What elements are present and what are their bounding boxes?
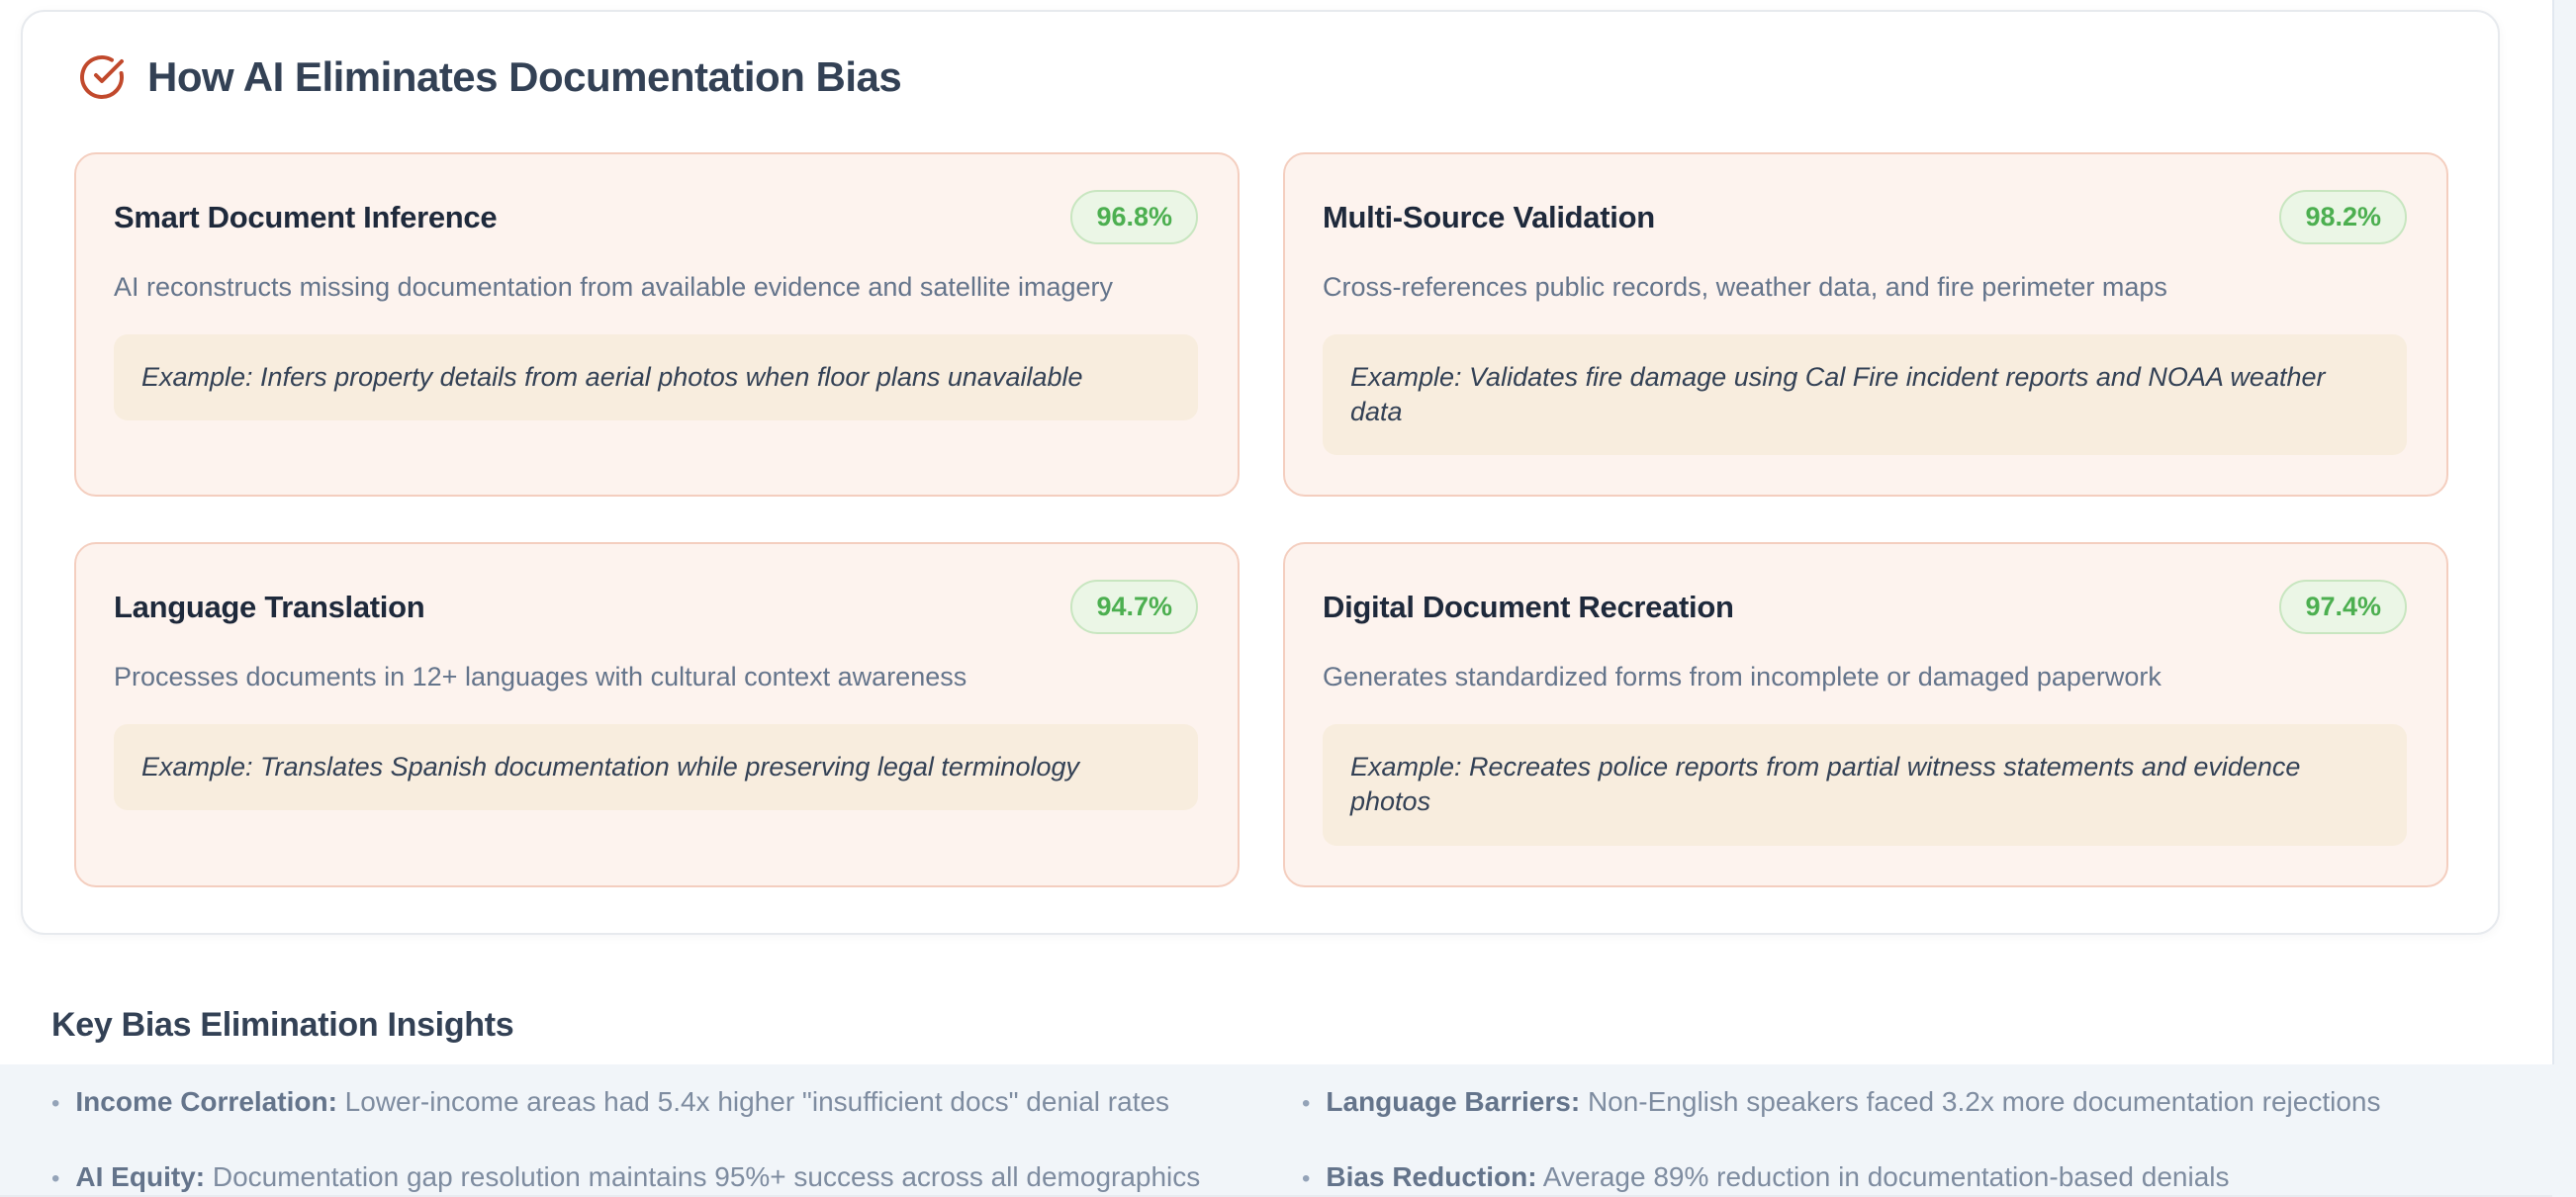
card-title: Multi-Source Validation	[1323, 199, 1655, 234]
card-title: Digital Document Recreation	[1323, 589, 1734, 624]
insight-text: Average 89% reduction in documentation-b…	[1542, 1160, 2230, 1192]
card-title: Smart Document Inference	[114, 199, 498, 234]
feature-card-language-translation: Language Translation 94.7% Processes doc…	[74, 542, 1240, 887]
card-description: AI reconstructs missing documentation fr…	[114, 272, 1113, 302]
insight-content: Income Correlation: Lower-income areas h…	[75, 1084, 1169, 1120]
insights-heading: Key Bias Elimination Insights	[51, 1005, 514, 1044]
panel-header: How AI Eliminates Documentation Bias	[78, 53, 2448, 101]
card-description: Cross-references public records, weather…	[1323, 272, 2167, 302]
insight-income-correlation: • Income Correlation: Lower-income areas…	[51, 1084, 1242, 1120]
insight-label: Income Correlation:	[75, 1085, 337, 1117]
page-title: How AI Eliminates Documentation Bias	[147, 53, 902, 100]
feature-card-multi-source-validation: Multi-Source Validation 98.2% Cross-refe…	[1283, 152, 2448, 498]
insight-content: Language Barriers: Non-English speakers …	[1326, 1084, 2380, 1120]
insight-text: Lower-income areas had 5.4x higher "insu…	[344, 1085, 1170, 1117]
insight-label: Language Barriers:	[1326, 1085, 1581, 1117]
feature-card-digital-document-recreation: Digital Document Recreation 97.4% Genera…	[1283, 542, 2448, 887]
key-insights-section: Key Bias Elimination Insights • Income C…	[51, 1006, 2493, 1196]
card-description: Processes documents in 12+ languages wit…	[114, 662, 967, 692]
insight-bias-reduction: • Bias Reduction: Average 89% reduction …	[1302, 1159, 2493, 1195]
bullet-dot-icon: •	[1302, 1164, 1311, 1192]
card-example: Example: Infers property details from ae…	[114, 334, 1198, 421]
insight-label: Bias Reduction:	[1326, 1160, 1537, 1192]
feature-card-smart-document-inference: Smart Document Inference 96.8% AI recons…	[74, 152, 1240, 498]
insight-content: Bias Reduction: Average 89% reduction in…	[1326, 1159, 2229, 1195]
card-title: Language Translation	[114, 589, 425, 624]
insight-content: AI Equity: Documentation gap resolution …	[75, 1159, 1200, 1195]
circle-check-icon	[80, 55, 124, 99]
feature-card-grid: Smart Document Inference 96.8% AI recons…	[74, 152, 2448, 887]
card-description: Generates standardized forms from incomp…	[1323, 662, 2162, 692]
accuracy-badge: 94.7%	[1070, 580, 1198, 635]
card-example: Example: Recreates police reports from p…	[1323, 724, 2407, 846]
card-header: Language Translation 94.7%	[114, 580, 1198, 635]
page-background-strip	[2552, 0, 2576, 1064]
documentation-bias-panel: How AI Eliminates Documentation Bias Sma…	[21, 10, 2500, 935]
accuracy-badge: 96.8%	[1070, 190, 1198, 244]
card-header: Multi-Source Validation 98.2%	[1323, 190, 2407, 244]
accuracy-badge: 97.4%	[2279, 580, 2407, 635]
insight-language-barriers: • Language Barriers: Non-English speaker…	[1302, 1084, 2493, 1120]
insight-grid: • Income Correlation: Lower-income areas…	[51, 1084, 2493, 1196]
card-example: Example: Translates Spanish documentatio…	[114, 724, 1198, 811]
insight-ai-equity: • AI Equity: Documentation gap resolutio…	[51, 1159, 1242, 1195]
bullet-dot-icon: •	[51, 1089, 60, 1117]
card-example: Example: Validates fire damage using Cal…	[1323, 334, 2407, 456]
bullet-dot-icon: •	[51, 1164, 60, 1192]
accuracy-badge: 98.2%	[2279, 190, 2407, 244]
insight-label: AI Equity:	[75, 1160, 206, 1192]
card-header: Digital Document Recreation 97.4%	[1323, 580, 2407, 635]
insight-text: Non-English speakers faced 3.2x more doc…	[1587, 1085, 2381, 1117]
bullet-dot-icon: •	[1302, 1089, 1311, 1117]
card-header: Smart Document Inference 96.8%	[114, 190, 1198, 244]
insight-text: Documentation gap resolution maintains 9…	[212, 1160, 1201, 1192]
